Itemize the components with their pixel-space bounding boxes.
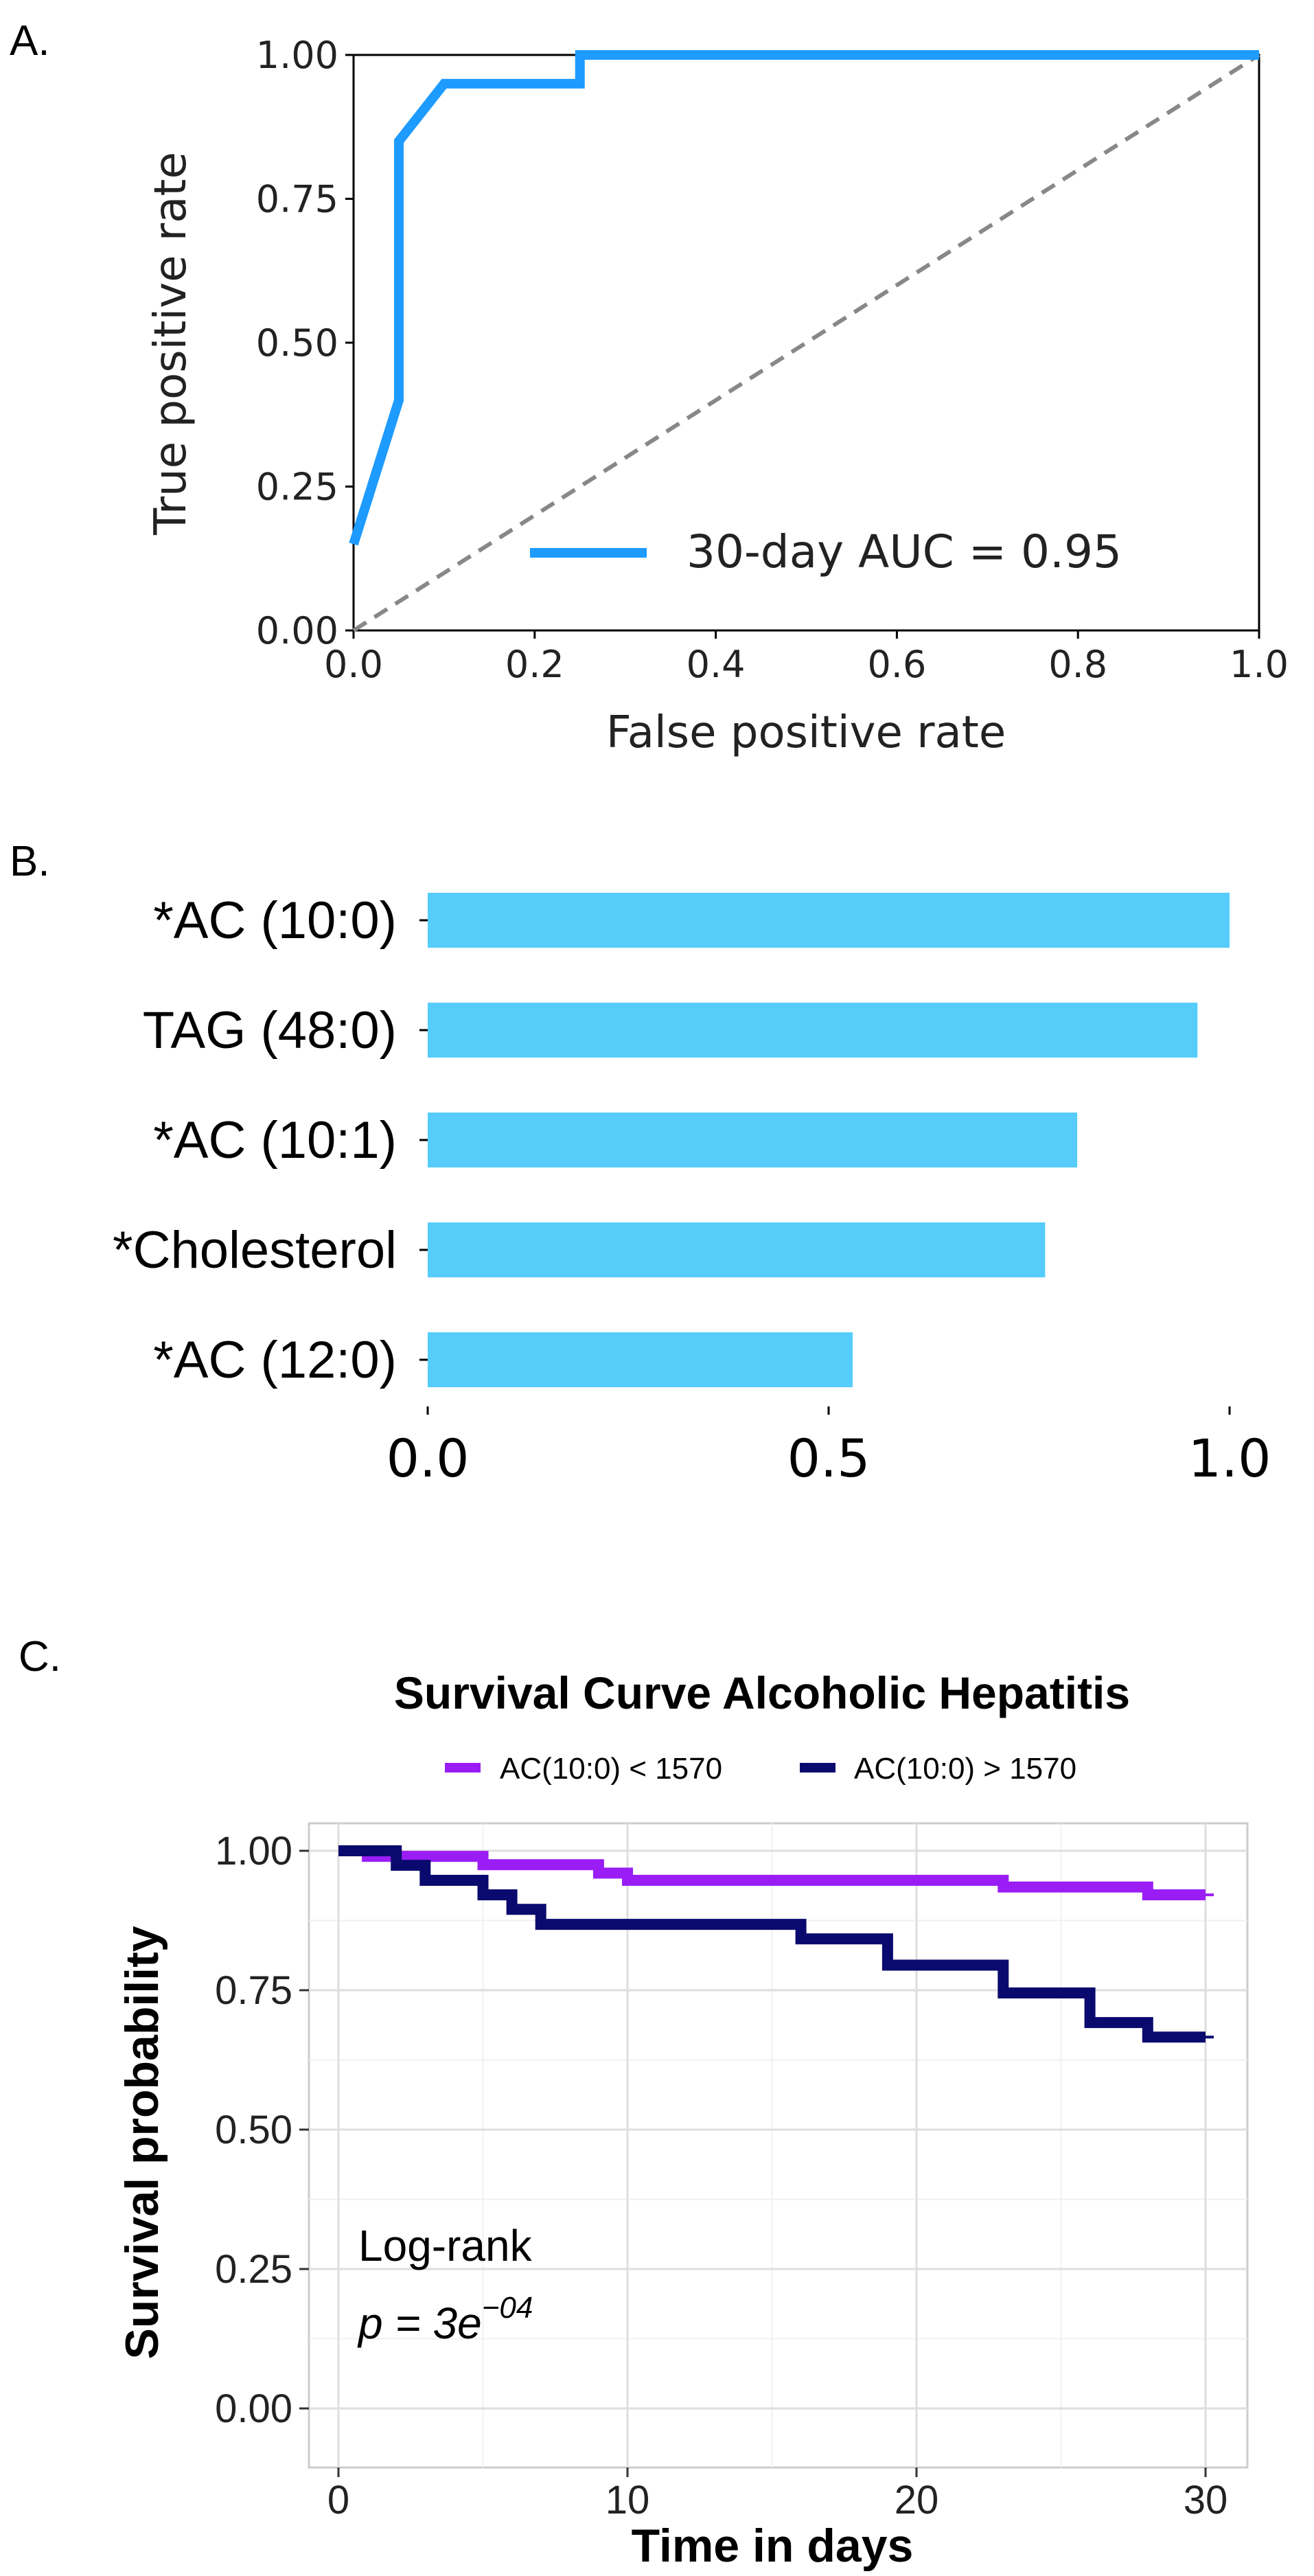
roc-x-tick-label: 0.6 — [867, 643, 926, 686]
p-value-exponent: −04 — [482, 2291, 533, 2325]
survival-chart: Survival Curve Alcoholic Hepatitis AC(10… — [116, 1667, 1249, 2572]
roc-y-tick-label: 0.75 — [256, 178, 338, 221]
survival-y-tick-label: 0.75 — [215, 1968, 292, 2013]
survival-y-tick-label: 0.00 — [215, 2386, 292, 2431]
roc-x-tick-label: 0.8 — [1048, 643, 1107, 686]
survival-x-tick-label: 0 — [327, 2478, 349, 2522]
panel-c-label: C. — [19, 1633, 61, 1680]
bar — [428, 1332, 853, 1387]
roc-y-tick-label: 0.00 — [256, 609, 338, 652]
roc-y-tick-label: 0.25 — [256, 466, 338, 509]
survival-grid — [309, 1823, 1247, 2467]
survival-y-axis-title: Survival probability — [116, 1926, 168, 2359]
feature-importance-chart: *AC (10:0) TAG (48:0) *AC (10:1) *Cholester… — [113, 891, 1271, 1489]
logrank-label: Log-rank — [358, 2221, 533, 2270]
bar-x-tick-label: 0.0 — [387, 1428, 470, 1489]
panel-a-label: A. — [10, 17, 50, 65]
panel-b-label: B. — [10, 838, 50, 885]
bar — [428, 1222, 1046, 1277]
survival-y-tick-label: 0.50 — [215, 2108, 292, 2152]
survival-title: Survival Curve Alcoholic Hepatitis — [394, 1667, 1130, 1718]
roc-y-tick-label: 1.00 — [256, 34, 338, 77]
p-value-label: p = 3e−04 — [357, 2291, 533, 2348]
roc-y-axis-title: True positive rate — [146, 152, 196, 536]
survival-x-tick-label: 20 — [895, 2478, 939, 2522]
roc-x-axis-title: False positive rate — [606, 707, 1006, 758]
roc-curve-line — [349, 50, 1259, 546]
bar — [428, 893, 1230, 948]
survival-x-tick-label: 10 — [606, 2478, 650, 2522]
bar-category-label: *AC (10:1) — [153, 1111, 397, 1170]
legend-label-high: AC(10:0) > 1570 — [854, 1752, 1076, 1786]
legend-label-low: AC(10:0) < 1570 — [500, 1752, 722, 1786]
bar-category-label: *Cholesterol — [113, 1221, 397, 1279]
roc-chance-line — [352, 53, 1260, 632]
roc-chart: 0.0 0.2 0.4 0.6 0.8 1.0 0.00 0.25 0.50 0.75 1.00 3… — [146, 34, 1289, 758]
survival-x-axis-title: Time in days — [632, 2520, 914, 2572]
roc-x-tick-label: 1.0 — [1230, 643, 1289, 686]
bar-group: *AC (10:0) TAG (48:0) *AC (10:1) *Cholester… — [113, 891, 1230, 1389]
roc-x-tick-label: 0.2 — [505, 643, 564, 686]
survival-plot-frame — [308, 1822, 1249, 2469]
survival-x-tick-label: 30 — [1184, 2478, 1228, 2522]
roc-legend-label: 30-day AUC = 0.95 — [687, 525, 1122, 578]
bar — [428, 1003, 1198, 1058]
bar — [428, 1113, 1078, 1167]
roc-ticks: 0.0 0.2 0.4 0.6 0.8 1.0 0.00 0.25 0.50 0.75 1.00 — [256, 34, 1289, 686]
survival-curve-high — [338, 1845, 1206, 2043]
bar-category-label: TAG (48:0) — [143, 1001, 397, 1060]
survival-curve-low — [338, 1845, 1206, 1901]
bar-category-label: *AC (12:0) — [153, 1331, 397, 1389]
survival-ticks: 0 10 20 30 0.00 0.25 0.50 0.75 1.00 — [215, 1829, 1227, 2522]
bar-x-tick-label: 1.0 — [1188, 1428, 1271, 1489]
roc-x-tick-label: 0.4 — [687, 643, 746, 686]
bar-x-ticks: 0.0 0.5 1.0 — [387, 1406, 1271, 1489]
bar-category-label: *AC (10:0) — [153, 891, 397, 950]
survival-y-tick-label: 0.25 — [215, 2247, 292, 2292]
p-value-base: p = 3e — [357, 2299, 482, 2348]
survival-y-tick-label: 1.00 — [215, 1829, 292, 1873]
roc-y-tick-label: 0.50 — [256, 321, 338, 365]
roc-x-tick-label: 0.0 — [324, 643, 383, 686]
bar-x-tick-label: 0.5 — [787, 1428, 871, 1489]
